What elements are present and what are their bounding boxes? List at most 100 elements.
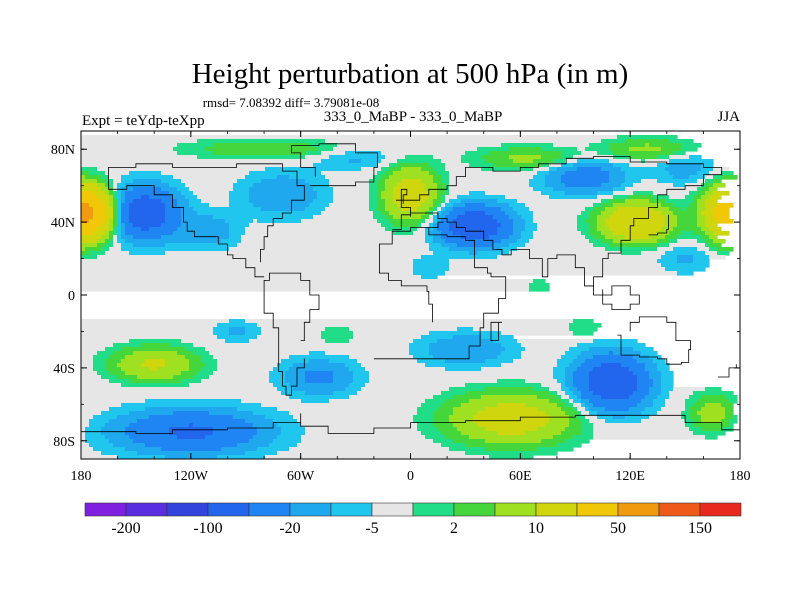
field-cell: [445, 199, 450, 204]
field-cell: [465, 203, 486, 208]
field-cell: [277, 435, 302, 440]
field-cell: [181, 379, 202, 384]
field-cell: [309, 203, 330, 208]
field-cell: [177, 435, 206, 440]
coastline: [395, 188, 408, 204]
field-cell: [517, 247, 606, 252]
field-cell: [389, 167, 402, 172]
field-cell: [377, 207, 386, 212]
field-cell: [169, 343, 194, 348]
field-cell: [425, 435, 446, 440]
field-cell: [573, 435, 594, 440]
coastline: [617, 316, 691, 365]
field-cell: [697, 207, 706, 212]
field-cell: [109, 355, 126, 360]
field-cell: [449, 247, 502, 252]
field-cell: [229, 203, 254, 208]
field-cell: [393, 195, 430, 200]
field-cell: [81, 219, 90, 224]
field-cell: [109, 183, 114, 188]
colorbar-tick-label: -200: [111, 520, 140, 537]
field-cell: [133, 235, 162, 240]
field-cell: [493, 339, 518, 344]
field-cell: [229, 247, 430, 252]
field-cell: [241, 239, 426, 244]
field-cell: [705, 183, 714, 188]
field-cell: [641, 399, 654, 404]
field-cell: [81, 171, 90, 176]
field-cell: [601, 203, 614, 208]
field-cell: [441, 159, 462, 164]
field-cell: [121, 175, 174, 180]
field-cell: [497, 355, 522, 360]
field-cell: [653, 403, 666, 408]
field-cell: [281, 427, 306, 432]
field-cell: [385, 179, 402, 184]
field-cell: [593, 355, 634, 360]
field-cell: [673, 203, 690, 208]
field-cell: [685, 423, 694, 428]
field-cell: [449, 179, 530, 184]
field-cell: [441, 207, 446, 212]
field-cell: [481, 335, 514, 340]
field-cell: [389, 163, 398, 168]
field-cell: [669, 391, 694, 396]
field-cell: [301, 219, 378, 224]
field-cell: [165, 243, 238, 248]
field-cell: [117, 235, 122, 240]
field-cell: [665, 219, 678, 224]
field-cell: [381, 167, 390, 172]
field-cell: [681, 143, 702, 148]
field-cell: [121, 383, 190, 388]
field-cell: [381, 211, 390, 216]
field-cell: [661, 375, 674, 380]
field-cell: [81, 375, 102, 380]
field-cell: [97, 227, 110, 232]
field-cell: [205, 363, 218, 368]
y-tick-label: 80N: [51, 143, 75, 158]
field-cell: [121, 179, 134, 184]
field-cell: [81, 143, 178, 148]
field-cell: [169, 431, 214, 436]
field-cell: [81, 243, 98, 248]
field-cell: [93, 231, 106, 236]
field-cell: [89, 419, 110, 424]
field-cell: [525, 379, 558, 384]
field-cell: [609, 215, 666, 220]
field-cell: [441, 179, 450, 184]
field-cell: [81, 435, 86, 440]
field-cell: [361, 387, 450, 392]
field-cell: [141, 363, 166, 368]
field-cell: [121, 203, 130, 208]
field-cell: [493, 163, 542, 168]
field-cell: [133, 179, 162, 184]
field-cell: [645, 143, 650, 148]
field-cell: [489, 151, 562, 156]
field-cell: [593, 431, 694, 436]
field-cell: [485, 439, 542, 444]
field-cell: [605, 223, 666, 228]
field-cell: [565, 391, 574, 396]
field-cell: [173, 147, 206, 152]
field-cell: [661, 203, 674, 208]
field-cell: [597, 215, 610, 220]
field-cell: [365, 383, 466, 388]
field-cell: [277, 363, 294, 368]
field-cell: [581, 427, 594, 432]
colorbar-tick-label: 10: [528, 520, 544, 537]
field-cell: [537, 427, 566, 432]
field-cell: [385, 203, 398, 208]
field-cell: [329, 155, 386, 160]
field-cell: [453, 231, 498, 236]
field-cell: [377, 191, 382, 196]
field-cell: [461, 159, 486, 164]
field-cell: [601, 231, 614, 236]
field-cell: [669, 207, 682, 212]
field-cell: [333, 195, 370, 200]
field-cell: [237, 179, 262, 184]
field-cell: [493, 243, 510, 248]
field-cell: [333, 187, 370, 192]
field-cell: [557, 443, 582, 448]
field-cell: [177, 199, 190, 204]
field-cell: [281, 391, 306, 396]
